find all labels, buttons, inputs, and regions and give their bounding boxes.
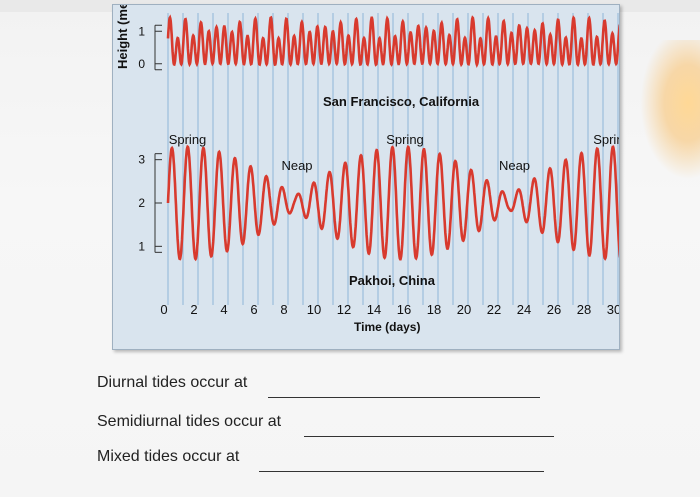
x-tick-label: 6 [250,302,257,317]
x-tick-label: 28 [577,302,591,317]
x-tick-label: 16 [397,302,411,317]
annotation-neap: Neap [499,158,530,173]
y-tick-label: 2 [138,196,145,210]
y-axis-label: Height (me [115,5,130,69]
annotation-spring: Spring [386,132,424,147]
answer-blank-diurnal[interactable] [268,397,540,398]
chart-title-san-francisco: San Francisco, California [323,94,480,109]
x-tick-label: 10 [307,302,321,317]
x-tick-label: 26 [547,302,561,317]
x-tick-label: 18 [427,302,441,317]
x-tick-label: 24 [517,302,531,317]
x-tick-label: 22 [487,302,501,317]
x-tick-label: 4 [220,302,227,317]
x-tick-label: 12 [337,302,351,317]
x-tick-label: 30 [607,302,619,317]
question-semidiurnal: Semidiurnal tides occur at [97,413,282,430]
y-tick-label: 1 [138,24,145,38]
x-tick-label: 8 [280,302,287,317]
tide-chart-panel: 10 321 SpringNeapSpringNeapSpring San Fr… [112,4,620,350]
x-tick-label: 14 [367,302,381,317]
pakhoi-tide-curve [166,144,619,262]
answer-blank-mixed[interactable] [259,471,544,472]
y-tick-label: 1 [138,239,145,253]
annotation-neap: Neap [281,158,312,173]
question-diurnal: Diurnal tides occur at [97,374,248,391]
y-tick-label: 0 [138,57,145,71]
answer-blank-semidiurnal[interactable] [304,436,554,437]
x-tick-label: 0 [160,302,167,317]
x-tick-label: 20 [457,302,471,317]
question-mixed: Mixed tides occur at [97,448,240,465]
san-francisco-tide-curve [166,14,619,68]
annotation-spring: Spring [169,132,207,147]
y-tick-label: 3 [138,153,145,167]
annotation-spring: Spring [593,132,619,147]
x-tick-label: 2 [190,302,197,317]
x-axis-label: Time (days) [354,320,420,334]
light-glare [640,40,700,180]
chart-title-pakhoi: Pakhoi, China [349,273,436,288]
tide-chart: 10 321 SpringNeapSpringNeapSpring San Fr… [115,5,619,334]
